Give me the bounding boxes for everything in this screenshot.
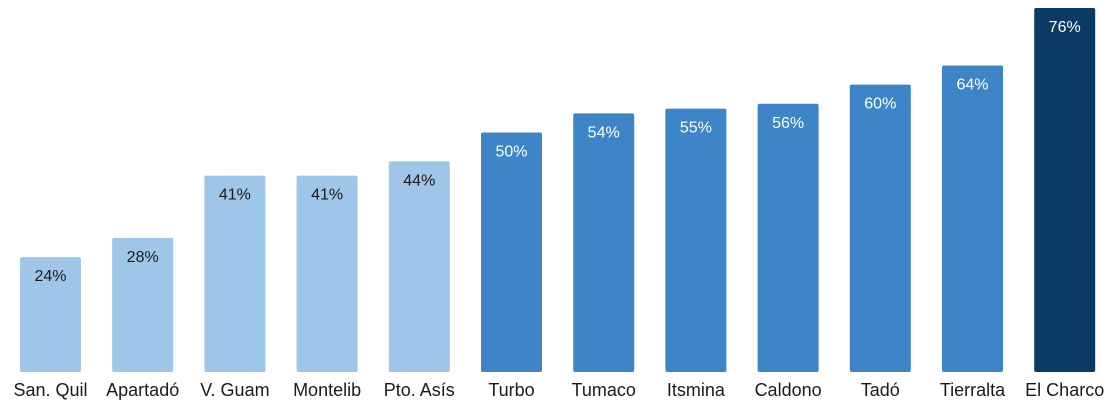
category-label-9: Caldono	[755, 380, 822, 400]
value-label-7: 54%	[588, 124, 620, 141]
bar-10	[849, 84, 911, 372]
category-label-8: Itsmina	[667, 380, 726, 400]
bar-7	[573, 113, 635, 373]
bar-2	[112, 237, 174, 372]
category-label-4: Montelib	[293, 380, 361, 400]
bar-1	[20, 257, 81, 372]
value-label-3: 41%	[219, 187, 251, 204]
bar-6	[481, 132, 542, 372]
bar-12	[1034, 8, 1096, 372]
value-label-1: 24%	[34, 268, 66, 285]
value-label-6: 50%	[495, 144, 527, 161]
value-label-12: 76%	[1049, 19, 1081, 36]
bar-4	[296, 175, 358, 372]
bars-group	[20, 8, 1096, 373]
category-label-11: Tierralta	[940, 380, 1006, 400]
category-label-10: Tadó	[861, 380, 900, 400]
bar-11	[942, 65, 1003, 372]
bar-3	[204, 175, 266, 372]
value-label-11: 64%	[956, 77, 988, 94]
category-label-7: Tumaco	[572, 380, 636, 400]
value-label-4: 41%	[311, 187, 343, 204]
category-label-12: El Charco	[1025, 380, 1104, 400]
value-label-5: 44%	[403, 172, 435, 189]
value-label-2: 28%	[127, 249, 159, 266]
value-label-9: 56%	[772, 115, 804, 132]
category-label-3: V. Guam	[200, 380, 269, 400]
category-label-6: Turbo	[488, 380, 534, 400]
bar-8	[665, 108, 727, 372]
bar-5	[388, 161, 450, 372]
value-label-8: 55%	[680, 120, 712, 137]
value-label-10: 60%	[864, 96, 896, 113]
category-labels-group: San. Quil Apartadó V. Guam Montelib Pto. Así…	[13, 380, 1104, 400]
value-labels-group: 24% 28% 41% 41% 44% 50% 54% 55% 56% 60% 64% 76%	[34, 19, 1080, 285]
bar-9	[757, 103, 819, 373]
category-label-1: San. Quil	[13, 380, 87, 400]
category-label-2: Apartadó	[106, 380, 179, 400]
category-label-5: Pto. Asís	[384, 380, 455, 400]
